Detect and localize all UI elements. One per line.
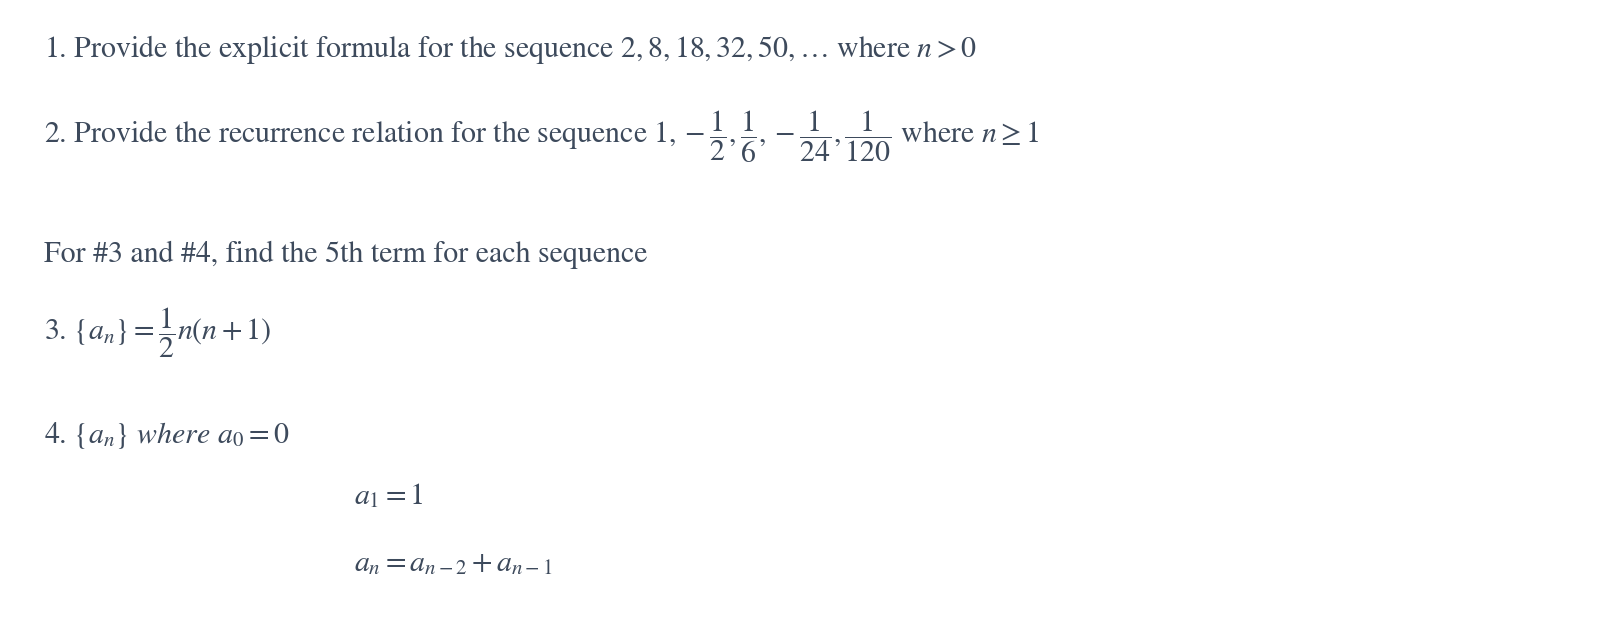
Text: 2. Provide the recurrence relation for the sequence $1, -\dfrac{1}{2}, \dfrac{1}: 2. Provide the recurrence relation for t… [45, 108, 1038, 165]
Text: 3. $\{a_n\} = \dfrac{1}{2}n(n + 1)$: 3. $\{a_n\} = \dfrac{1}{2}n(n + 1)$ [45, 305, 271, 360]
Text: For #3 and #4, find the 5th term for each sequence: For #3 and #4, find the 5th term for eac… [45, 241, 647, 269]
Text: $a_1 = 1$: $a_1 = 1$ [355, 482, 424, 511]
Text: 1. Provide the explicit formula for the sequence $2, 8, 18, 32, 50, \ldots$ wher: 1. Provide the explicit formula for the … [45, 32, 977, 66]
Text: 4. $\{a_n\}$ $\mathit{where}$ $a_0 = 0$: 4. $\{a_n\}$ $\mathit{where}$ $a_0 = 0$ [45, 420, 289, 450]
Text: $a_n = a_{n-2} + a_{n-1}$: $a_n = a_{n-2} + a_{n-1}$ [355, 550, 552, 578]
